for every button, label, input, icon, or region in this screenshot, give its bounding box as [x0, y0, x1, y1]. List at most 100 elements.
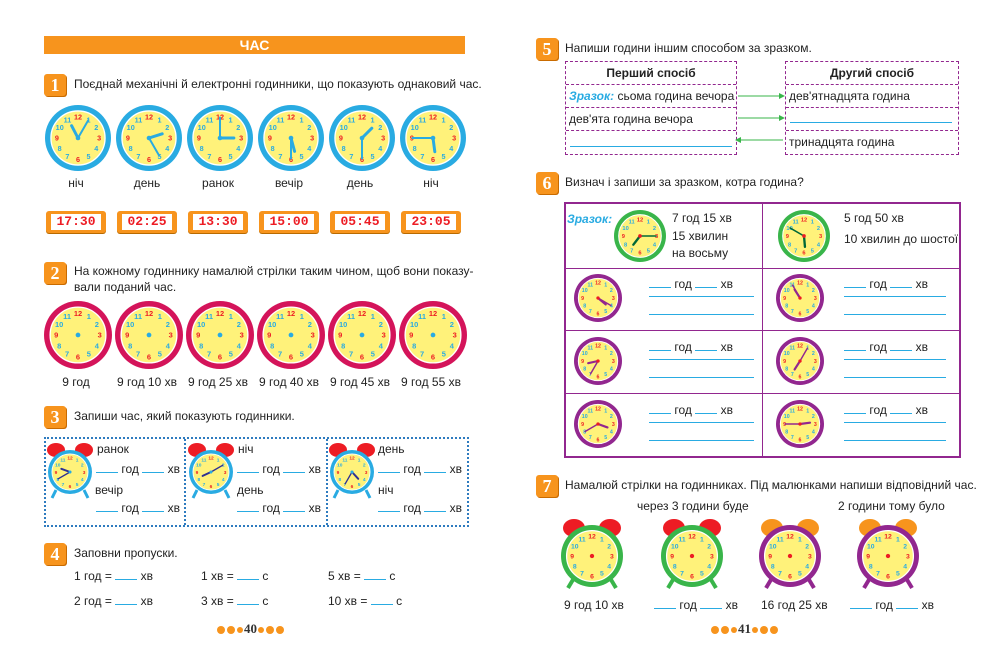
svg-text:1: 1: [442, 115, 446, 124]
fill-blank[interactable]: 1 хв = с: [201, 569, 269, 583]
answer-line[interactable]: [844, 296, 946, 297]
svg-text:12: 12: [429, 309, 437, 318]
answer-line[interactable]: год хв: [378, 461, 462, 478]
caption: через 3 години буде: [637, 499, 749, 513]
digital-clock[interactable]: 15:00: [259, 211, 319, 233]
svg-text:6: 6: [802, 251, 805, 257]
answer-line[interactable]: год хв: [844, 276, 928, 293]
answer-line[interactable]: год хв: [96, 461, 180, 478]
svg-text:4: 4: [222, 477, 225, 483]
svg-text:11: 11: [790, 346, 796, 352]
svg-text:2: 2: [610, 414, 613, 420]
answer-line[interactable]: [844, 359, 946, 360]
svg-text:9: 9: [670, 553, 674, 560]
svg-text:3: 3: [819, 234, 822, 240]
svg-text:4: 4: [450, 342, 455, 351]
svg-text:8: 8: [412, 342, 416, 351]
fill-blank[interactable]: 5 хв = с: [328, 569, 396, 583]
clock-label: ніч: [68, 176, 84, 190]
svg-text:5: 5: [647, 248, 651, 254]
fill-blank[interactable]: 2 год = хв: [74, 594, 153, 608]
svg-text:10: 10: [571, 544, 579, 551]
answer-line[interactable]: [649, 422, 754, 423]
svg-text:12: 12: [287, 113, 295, 122]
answer-line[interactable]: [844, 314, 946, 315]
svg-text:5: 5: [229, 350, 233, 359]
svg-text:1: 1: [371, 312, 375, 321]
svg-text:8: 8: [413, 144, 417, 153]
svg-text:5: 5: [300, 152, 304, 161]
answer-line[interactable]: год хв: [96, 500, 180, 517]
svg-text:4: 4: [817, 242, 821, 248]
answer-line[interactable]: год хв: [654, 597, 738, 614]
answer-line[interactable]: год хв: [844, 402, 928, 419]
svg-text:7: 7: [349, 152, 353, 161]
svg-text:3: 3: [382, 331, 386, 340]
svg-text:4: 4: [166, 342, 171, 351]
answer-line[interactable]: год хв: [850, 597, 934, 614]
answer-line[interactable]: год хв: [649, 276, 733, 293]
svg-text:5: 5: [442, 152, 446, 161]
answer-line[interactable]: [844, 422, 946, 423]
svg-text:9: 9: [337, 470, 340, 476]
answer-line[interactable]: год хв: [378, 500, 462, 517]
svg-text:5: 5: [604, 309, 607, 315]
svg-text:4: 4: [378, 144, 382, 153]
answer-line[interactable]: год хв: [649, 402, 733, 419]
digital-clock[interactable]: 05:45: [330, 211, 390, 233]
answer-line[interactable]: [649, 377, 754, 378]
answer-line[interactable]: [844, 440, 946, 441]
clock-label: вечір: [274, 176, 304, 190]
task-number: 3: [44, 406, 66, 428]
digital-clock[interactable]: 02:25: [117, 211, 177, 233]
svg-text:9: 9: [197, 134, 201, 143]
svg-text:1: 1: [806, 409, 809, 415]
svg-text:12: 12: [797, 344, 803, 350]
answer-line[interactable]: [790, 122, 952, 123]
svg-text:5: 5: [217, 482, 220, 488]
answer-line[interactable]: [649, 296, 754, 297]
svg-text:12: 12: [145, 113, 153, 122]
svg-text:11: 11: [793, 220, 800, 226]
digital-clock[interactable]: 17:30: [46, 211, 106, 233]
svg-text:4: 4: [812, 304, 815, 310]
digital-clock[interactable]: 13:30: [188, 211, 248, 233]
svg-text:10: 10: [197, 320, 205, 329]
answer-line[interactable]: год хв: [649, 339, 733, 356]
answer-line[interactable]: [649, 314, 754, 315]
fill-blank[interactable]: 3 хв = с: [201, 594, 269, 608]
answer-line[interactable]: год хв: [237, 500, 321, 517]
answer-line[interactable]: год хв: [844, 339, 928, 356]
svg-text:8: 8: [341, 342, 345, 351]
svg-text:8: 8: [869, 563, 873, 570]
fill-blank[interactable]: 10 хв = с: [328, 594, 403, 608]
answer-line[interactable]: [570, 146, 732, 147]
svg-text:9: 9: [338, 331, 342, 340]
answer-line[interactable]: [649, 359, 754, 360]
svg-text:8: 8: [270, 342, 274, 351]
clock-label: день: [133, 176, 161, 190]
fill-blank[interactable]: 1 год = хв: [74, 569, 153, 583]
digital-clock[interactable]: 23:05: [401, 211, 461, 233]
svg-text:2: 2: [236, 123, 240, 132]
svg-text:8: 8: [785, 430, 788, 436]
answer-line[interactable]: год хв: [237, 461, 321, 478]
answer-line[interactable]: [649, 440, 754, 441]
answer-line[interactable]: [844, 377, 946, 378]
svg-text:5: 5: [811, 248, 815, 254]
svg-text:11: 11: [60, 458, 65, 464]
